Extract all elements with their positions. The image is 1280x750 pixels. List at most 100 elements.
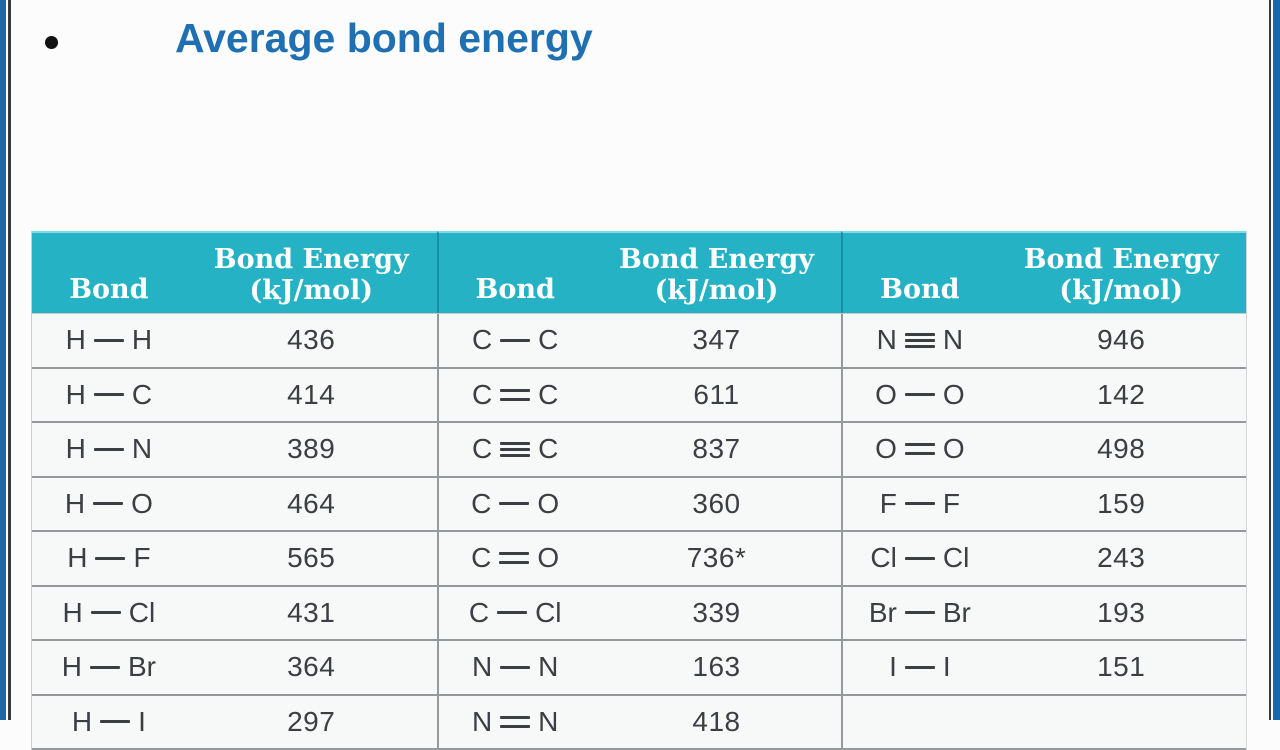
atom-label: C: [472, 381, 492, 409]
atom-label: C: [472, 435, 492, 463]
single-bond-icon: [905, 380, 935, 410]
atom-label: O: [537, 490, 559, 518]
energy-value: 360: [592, 478, 842, 531]
bond-line: [500, 725, 530, 728]
single-bond-icon: [497, 598, 527, 628]
single-bond-icon: [94, 434, 124, 464]
bond-line: [93, 502, 123, 505]
single-bond-icon: [100, 707, 130, 737]
atom-label: H: [132, 326, 152, 354]
atom-label: Cl: [535, 599, 561, 627]
energy-value: 297: [186, 696, 437, 749]
header-bond-label: Bond: [32, 233, 186, 313]
energy-value: 418: [592, 696, 842, 749]
atom-label: C: [471, 490, 491, 518]
atom-label: Br: [869, 599, 897, 627]
energy-value: 243: [996, 532, 1246, 585]
bond-line: [500, 666, 530, 669]
bond-line: [905, 611, 935, 614]
header-bond-label: Bond: [843, 233, 996, 313]
energy-value: 498: [996, 423, 1246, 476]
energy-value: 611: [592, 369, 842, 422]
single-bond-icon: [95, 543, 125, 573]
atom-label: O: [875, 381, 897, 409]
header-energy-label: Bond Energy(kJ/mol): [186, 233, 437, 313]
bond-line: [500, 398, 530, 401]
slide: { "slide": { "title": "Average bond ener…: [0, 0, 1280, 720]
atom-label: O: [875, 435, 897, 463]
atom-label: H: [72, 708, 92, 736]
atom-label: H: [65, 490, 85, 518]
energy-value: [996, 696, 1246, 749]
atom-label: C: [538, 435, 558, 463]
energy-value: 364: [186, 641, 437, 694]
single-bond-icon: [905, 652, 935, 682]
energy-value: 464: [186, 478, 437, 531]
header-energy-line2: (kJ/mol): [1059, 275, 1183, 306]
bond-line: [905, 443, 935, 446]
atom-label: H: [66, 381, 86, 409]
bond-line: [91, 611, 121, 614]
atom-label: C: [469, 599, 489, 627]
atom-label: I: [138, 708, 146, 736]
atom-label: N: [472, 708, 492, 736]
atom-label: Cl: [943, 544, 969, 572]
atom-label: N: [943, 326, 963, 354]
atom-label: N: [538, 708, 558, 736]
atom-label: F: [880, 490, 897, 518]
energy-value: 151: [996, 641, 1246, 694]
single-bond-icon: [93, 489, 123, 519]
bond-line: [500, 448, 530, 451]
header-energy-label: Bond Energy(kJ/mol): [592, 233, 842, 313]
energy-value: 946: [996, 314, 1246, 367]
triple-bond-icon: [500, 434, 530, 464]
bond-line: [500, 716, 530, 719]
atom-label: N: [538, 653, 558, 681]
header-energy-line2: (kJ/mol): [249, 275, 373, 306]
energy-value: 142: [996, 369, 1246, 422]
atom-label: O: [943, 381, 965, 409]
atom-label: O: [537, 544, 559, 572]
atom-label: H: [66, 326, 86, 354]
atom-label: O: [131, 490, 153, 518]
atom-label: N: [877, 326, 897, 354]
atom-label: F: [133, 544, 150, 572]
bond-line: [100, 720, 130, 723]
bullet-icon: [45, 36, 58, 49]
header-energy-line2: (kJ/mol): [655, 275, 779, 306]
bond-line: [500, 454, 530, 457]
atom-label: H: [67, 544, 87, 572]
atom-label: F: [943, 490, 960, 518]
bond-line: [499, 502, 529, 505]
table-row: [841, 696, 1246, 750]
atom-label: C: [538, 381, 558, 409]
